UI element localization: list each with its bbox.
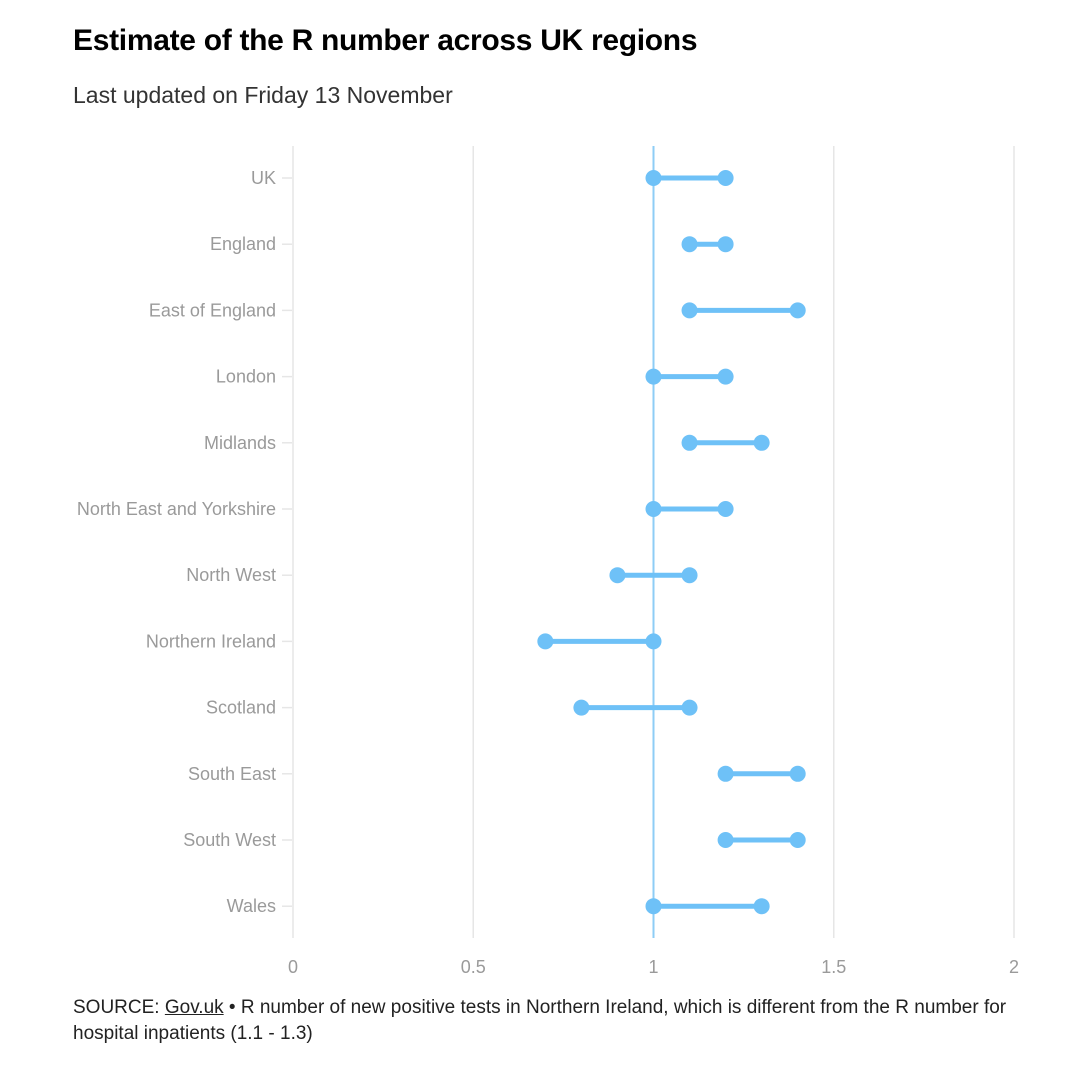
high-dot bbox=[789, 832, 806, 848]
low-dot bbox=[717, 765, 734, 782]
low-dot bbox=[609, 567, 626, 584]
high-dot bbox=[717, 368, 734, 385]
low-dot bbox=[573, 699, 590, 716]
high-dot bbox=[789, 765, 806, 782]
high-dot bbox=[753, 434, 770, 451]
low-dot bbox=[645, 501, 662, 517]
low-dot bbox=[681, 302, 698, 319]
x-tick-label: 2 bbox=[1009, 957, 1019, 977]
source-prefix: SOURCE: bbox=[73, 997, 165, 1018]
x-tick-label: 0 bbox=[288, 957, 298, 977]
low-dot bbox=[645, 898, 662, 915]
category-label: South East bbox=[188, 764, 276, 784]
category-label: England bbox=[210, 234, 276, 254]
high-dot bbox=[789, 302, 806, 319]
x-tick-label: 1 bbox=[648, 957, 658, 977]
high-dot bbox=[681, 699, 698, 716]
source-link[interactable]: Gov.uk bbox=[164, 997, 224, 1018]
x-tick-label: 1.5 bbox=[821, 957, 846, 977]
category-label: East of England bbox=[149, 300, 276, 320]
low-dot bbox=[537, 633, 554, 650]
category-label: North East and Yorkshire bbox=[77, 499, 276, 519]
category-label: Scotland bbox=[206, 698, 276, 718]
low-dot bbox=[681, 434, 698, 451]
category-label: UK bbox=[251, 168, 276, 188]
high-dot bbox=[717, 501, 734, 517]
category-label: London bbox=[216, 367, 276, 387]
high-dot bbox=[717, 170, 734, 186]
low-dot bbox=[645, 368, 662, 385]
source-note: • R number of new positive tests in Nort… bbox=[73, 997, 1007, 1044]
high-dot bbox=[645, 633, 662, 650]
low-dot bbox=[717, 832, 734, 848]
chart-title: Estimate of the R number across UK regio… bbox=[73, 24, 698, 57]
low-dot bbox=[645, 170, 662, 186]
low-dot bbox=[681, 236, 698, 253]
category-label: South West bbox=[183, 830, 276, 850]
chart-subtitle: Last updated on Friday 13 November bbox=[73, 82, 453, 108]
category-label: North West bbox=[186, 565, 276, 585]
source-footnote: SOURCE: Gov.uk • R number of new positiv… bbox=[73, 995, 1013, 1047]
high-dot bbox=[753, 898, 770, 915]
category-label: Midlands bbox=[204, 433, 276, 453]
category-label: Wales bbox=[227, 896, 276, 916]
high-dot bbox=[681, 567, 698, 584]
category-label: Northern Ireland bbox=[146, 631, 276, 651]
high-dot bbox=[717, 236, 734, 253]
dumbbell-chart: UK England East of England London Midlands No… bbox=[77, 146, 1019, 977]
x-tick-label: 0.5 bbox=[461, 957, 486, 977]
